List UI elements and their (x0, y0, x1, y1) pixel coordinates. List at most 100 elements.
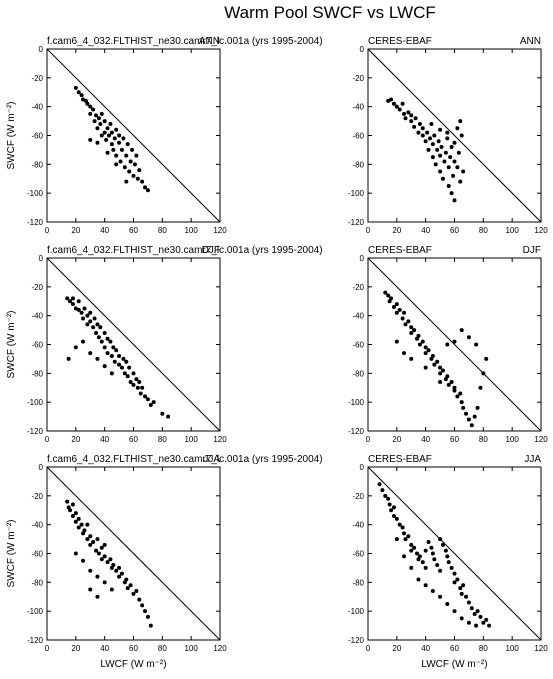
scatter-point (402, 111, 407, 116)
scatter-point (409, 119, 414, 124)
scatter-point (131, 173, 136, 178)
scatter-panel-1: 0 20 40 60 80 100 120 0 -20 -40 -60 -80 -100 -120 f.ca… (6, 36, 323, 235)
scatter-point (138, 391, 143, 396)
scatter-point (128, 379, 133, 384)
scatter-point (423, 565, 428, 570)
scatter-point (76, 90, 81, 95)
scatter-point (114, 162, 119, 167)
y-tick-label: 0 (39, 463, 44, 472)
scatter-point (394, 339, 399, 344)
one-to-one-line (46, 48, 221, 223)
y-tick-label: -40 (31, 521, 43, 530)
scatter-point (391, 505, 396, 510)
panel-left-title: CERES-EBAF (368, 245, 432, 256)
scatter-point (137, 379, 142, 384)
scatter-point (117, 133, 122, 138)
scatter-point (400, 525, 405, 530)
one-to-one-line (367, 466, 542, 641)
scatter-point (65, 296, 70, 301)
scatter-point (409, 356, 414, 361)
scatter-point (96, 335, 101, 340)
y-tick-label: -60 (352, 550, 364, 559)
scatter-point (122, 165, 127, 170)
scatter-point (452, 580, 457, 585)
scatter-point (440, 542, 445, 547)
scatter-point (128, 583, 133, 588)
x-tick-label: 80 (158, 644, 167, 653)
scatter-point (389, 296, 394, 301)
scatter-point (406, 534, 411, 539)
scatter-point (452, 385, 457, 390)
scatter-point (417, 121, 422, 126)
y-tick-label: -120 (27, 427, 44, 436)
scatter-point (134, 588, 139, 593)
scatter-point (416, 130, 421, 135)
y-tick-label: -40 (352, 103, 364, 112)
scatter-point (119, 365, 124, 370)
scatter-point (469, 606, 474, 611)
scatter-point (88, 310, 93, 315)
scatter-point (118, 159, 123, 164)
scatter-point (119, 571, 124, 576)
scatter-point (124, 577, 129, 582)
scatter-point (466, 417, 471, 422)
scatter-point (400, 101, 405, 106)
x-tick-label: 120 (534, 435, 548, 444)
scatter-point (461, 169, 466, 174)
scatter-point (106, 133, 111, 138)
scatter-point (117, 362, 122, 367)
y-tick-label: -20 (352, 492, 364, 501)
scatter-point (76, 516, 81, 521)
panel-right-title: ANN (520, 36, 541, 47)
scatter-point (91, 107, 96, 112)
scatter-point (449, 145, 454, 150)
scatter-point (88, 587, 93, 592)
scatter-point (102, 554, 107, 559)
scatter-point (432, 133, 437, 138)
scatter-point (445, 342, 450, 347)
panel-right-title: JJA (524, 454, 541, 465)
scatter-point (88, 111, 93, 116)
one-to-one-line (367, 48, 542, 223)
scatter-point (409, 325, 414, 330)
scatter-point (124, 179, 129, 184)
scatter-point (448, 155, 453, 160)
x-axis-label: LWCF (W m⁻²) (421, 659, 487, 670)
scatter-point (446, 183, 451, 188)
scatter-point (426, 539, 431, 544)
scatter-point (409, 565, 414, 570)
scatter-point (131, 371, 136, 376)
scatter-point (443, 150, 448, 155)
scatter-point (140, 179, 145, 184)
scatter-point (127, 169, 132, 174)
scatter-point (435, 563, 440, 568)
scatter-point (417, 342, 422, 347)
x-tick-label: 0 (366, 435, 371, 444)
x-tick-label: 20 (71, 226, 80, 235)
scatter-point (82, 528, 87, 533)
x-tick-label: 80 (158, 435, 167, 444)
scatter-point (475, 609, 480, 614)
scatter-point (409, 330, 414, 335)
scatter-point (112, 136, 117, 141)
scatter-point (432, 362, 437, 367)
scatter-point (459, 328, 464, 333)
scatter-point (96, 116, 101, 121)
scatter-point (415, 551, 420, 556)
y-tick-label: -100 (27, 189, 44, 198)
scatter-point (458, 179, 463, 184)
scatter-point (119, 147, 124, 152)
scatter-point (394, 310, 399, 315)
scatter-point (417, 554, 422, 559)
scatter-point (124, 359, 129, 364)
x-tick-label: 60 (450, 435, 459, 444)
scatter-point (151, 400, 156, 405)
scatter-point (459, 400, 464, 405)
scatter-point (438, 371, 443, 376)
scatter-point (98, 121, 103, 126)
x-tick-label: 0 (45, 226, 50, 235)
scatter-point (430, 551, 435, 556)
scatter-point (472, 612, 477, 617)
scatter-point (166, 414, 171, 419)
x-tick-label: 20 (71, 435, 80, 444)
